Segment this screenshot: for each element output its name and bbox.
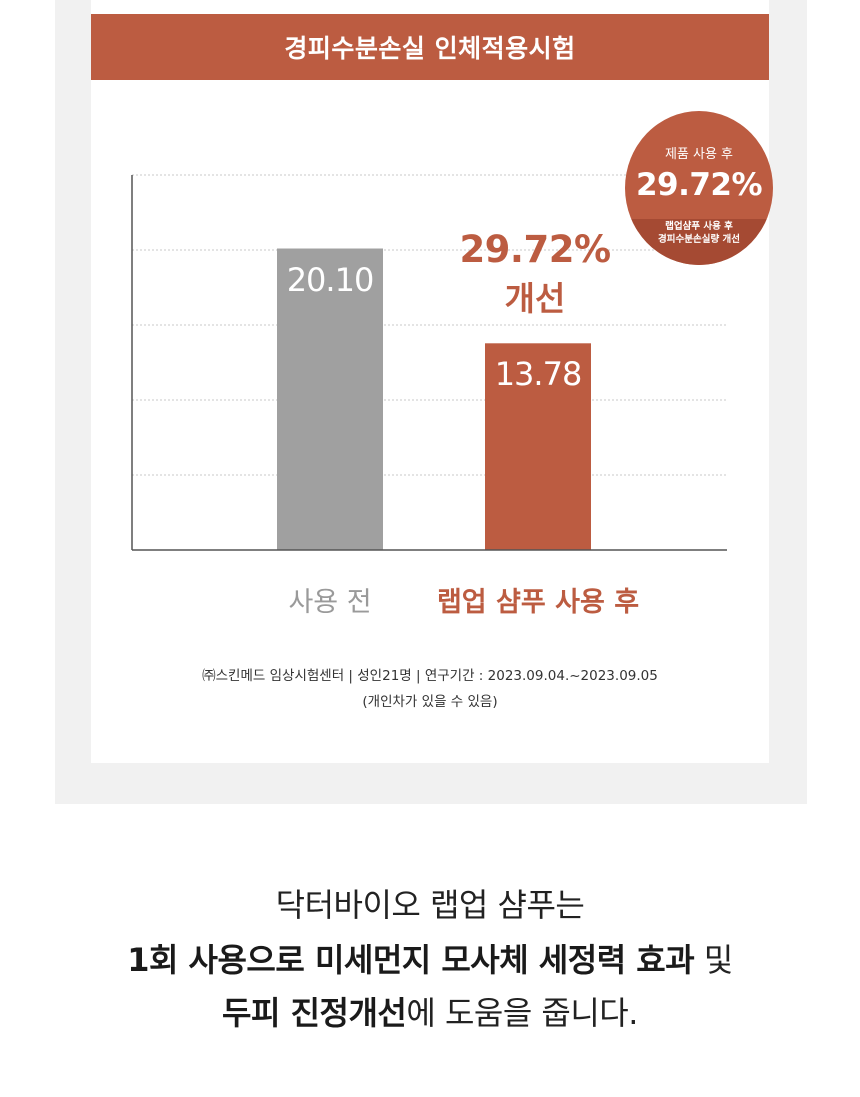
bar-chart	[131, 174, 727, 551]
caption-line-2-regular: 및	[694, 941, 733, 979]
category-label-after: 랩업 샴푸 사용 후	[436, 587, 640, 618]
improvement-percent: 29.72%	[459, 228, 611, 271]
bar-value-label-after: 13.78	[494, 355, 583, 394]
badge-value: 29.72%	[635, 167, 763, 203]
caption-line-3-bold: 두피 진정개선	[222, 994, 407, 1032]
footnote-disclaimer: (개인차가 있을 수 있음)	[362, 694, 498, 710]
caption-line-2-bold: 1회 사용으로 미세먼지 모사체 세정력 효과	[127, 941, 695, 979]
badge-bottom-band	[625, 219, 773, 265]
improvement-label: 개선	[504, 279, 566, 318]
category-label-before: 사용 전	[288, 587, 372, 618]
badge-sub-line2: 경피수분손실량 개선	[658, 234, 740, 245]
bar-1	[485, 343, 591, 550]
caption-line-2: 1회 사용으로 미세먼지 모사체 세정력 효과 및	[0, 935, 860, 981]
footnote-source: ㈜스킨메드 임상시험센터 | 성인21명 | 연구기간 : 2023.09.04…	[202, 668, 658, 684]
result-badge: 제품 사용 후 29.72% 랩업샴푸 사용 후 경피수분손실량 개선	[625, 111, 773, 265]
badge-top-label: 제품 사용 후	[664, 147, 734, 162]
bar-0	[277, 248, 383, 550]
chart-title: 경피수분손실 인체적용시험	[91, 14, 769, 80]
badge-sub-line1: 랩업샴푸 사용 후	[665, 221, 733, 232]
bar-value-label-before: 20.10	[286, 260, 375, 299]
badge-subtext: 랩업샴푸 사용 후 경피수분손실량 개선	[625, 220, 773, 246]
caption-line-3: 두피 진정개선에 도움을 줍니다.	[0, 988, 860, 1034]
caption-line-3-regular: 에 도움을 줍니다.	[406, 994, 638, 1032]
caption-line-1: 닥터바이오 랩업 샴푸는	[275, 886, 585, 924]
